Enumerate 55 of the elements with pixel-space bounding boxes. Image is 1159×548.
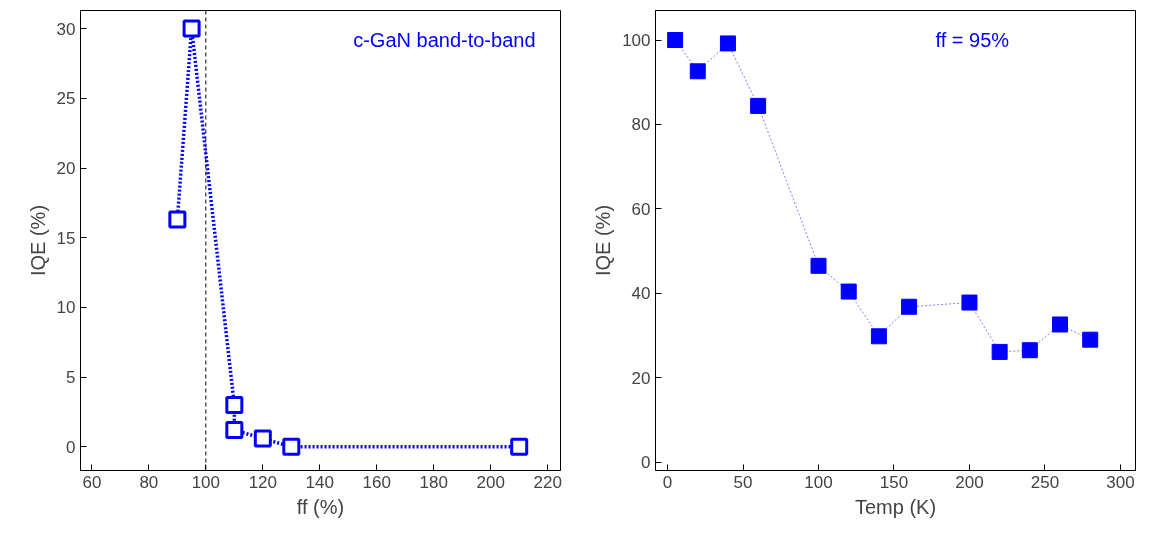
- x-tick-label: 180: [419, 472, 448, 492]
- point: [719, 35, 736, 52]
- point: [689, 63, 706, 80]
- point: [253, 429, 272, 448]
- point: [225, 421, 244, 440]
- point: [1052, 316, 1069, 333]
- x-axis-title: Temp (K): [854, 495, 937, 518]
- point: [282, 437, 301, 456]
- point: [750, 97, 767, 114]
- point: [1082, 331, 1099, 348]
- x-tick-label: 200: [955, 472, 984, 492]
- y-tick-label: 20: [631, 368, 651, 388]
- x-tick-label: 150: [879, 472, 909, 492]
- point: [901, 298, 918, 315]
- x-tick-label: 220: [533, 472, 562, 492]
- x-tick-label: 50: [733, 472, 753, 492]
- y-tick-label: 5: [66, 368, 76, 388]
- y-tick-label: 30: [56, 19, 76, 39]
- x-tick-label: 250: [1030, 472, 1060, 492]
- y-tick-label: 60: [631, 199, 651, 219]
- y-tick-label: 0: [66, 437, 76, 457]
- x-tick-label: 120: [248, 472, 278, 492]
- point: [182, 19, 201, 38]
- x-tick-label: 100: [191, 472, 221, 492]
- y-tick-label: 100: [622, 31, 651, 51]
- point: [225, 395, 244, 414]
- annotation: c-GaN band-to-band: [353, 28, 536, 51]
- y-tick-label: 0: [641, 453, 651, 473]
- annotation: ff = 95%: [935, 28, 1010, 51]
- y-axis-title: IQE (%): [592, 204, 615, 277]
- x-tick-label: 300: [1106, 472, 1135, 492]
- y-tick-label: 40: [631, 284, 651, 304]
- point: [667, 32, 684, 49]
- point: [870, 328, 887, 345]
- y-tick-label: 10: [56, 298, 76, 318]
- x-tick-label: 0: [662, 472, 673, 492]
- point: [1021, 342, 1038, 359]
- x-axis-title: ff (%): [296, 495, 345, 518]
- point: [510, 437, 529, 456]
- x-tick-label: 80: [139, 472, 159, 492]
- y-tick-label: 80: [631, 115, 651, 135]
- point: [991, 343, 1008, 360]
- point: [168, 210, 187, 229]
- x-tick-label: 140: [305, 472, 334, 492]
- y-tick-label: 25: [56, 89, 76, 109]
- point: [961, 294, 978, 311]
- x-tick-label: 200: [476, 472, 505, 492]
- y-tick-label: 15: [56, 228, 76, 248]
- point: [810, 257, 827, 274]
- y-tick-label: 20: [56, 159, 76, 179]
- y-axis-title: IQE (%): [26, 204, 49, 277]
- x-tick-label: 100: [804, 472, 833, 492]
- x-tick-label: 160: [362, 472, 391, 492]
- point: [840, 283, 857, 300]
- x-tick-label: 60: [82, 472, 102, 492]
